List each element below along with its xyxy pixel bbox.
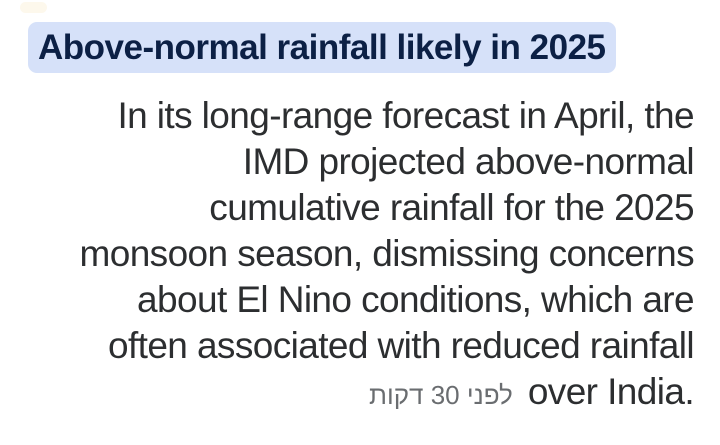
article-timestamp: לפני 30 דקות: [369, 380, 513, 410]
snippet-line: cumulative rainfall for the 2025: [209, 187, 694, 228]
snippet-line: monsoon season, dismissing concerns: [79, 233, 695, 274]
cropped-content-artifact: [20, 2, 47, 13]
snippet-line: In its long-range forecast in April, the: [117, 95, 694, 136]
snippet-line: about El Nino conditions, which are: [137, 279, 695, 320]
snippet-last-line: לפני 30 דקות over India.: [18, 369, 695, 418]
article-snippet: In its long-range forecast in April, the…: [0, 93, 720, 418]
snippet-line: often associated with reduced rainfall: [107, 325, 695, 366]
snippet-line: IMD projected above-normal: [242, 141, 695, 182]
snippet-line: over India.: [527, 371, 695, 412]
headline-row: Above-normal rainfall likely in 2025: [0, 0, 720, 73]
article-headline-highlighted[interactable]: Above-normal rainfall likely in 2025: [28, 22, 616, 73]
